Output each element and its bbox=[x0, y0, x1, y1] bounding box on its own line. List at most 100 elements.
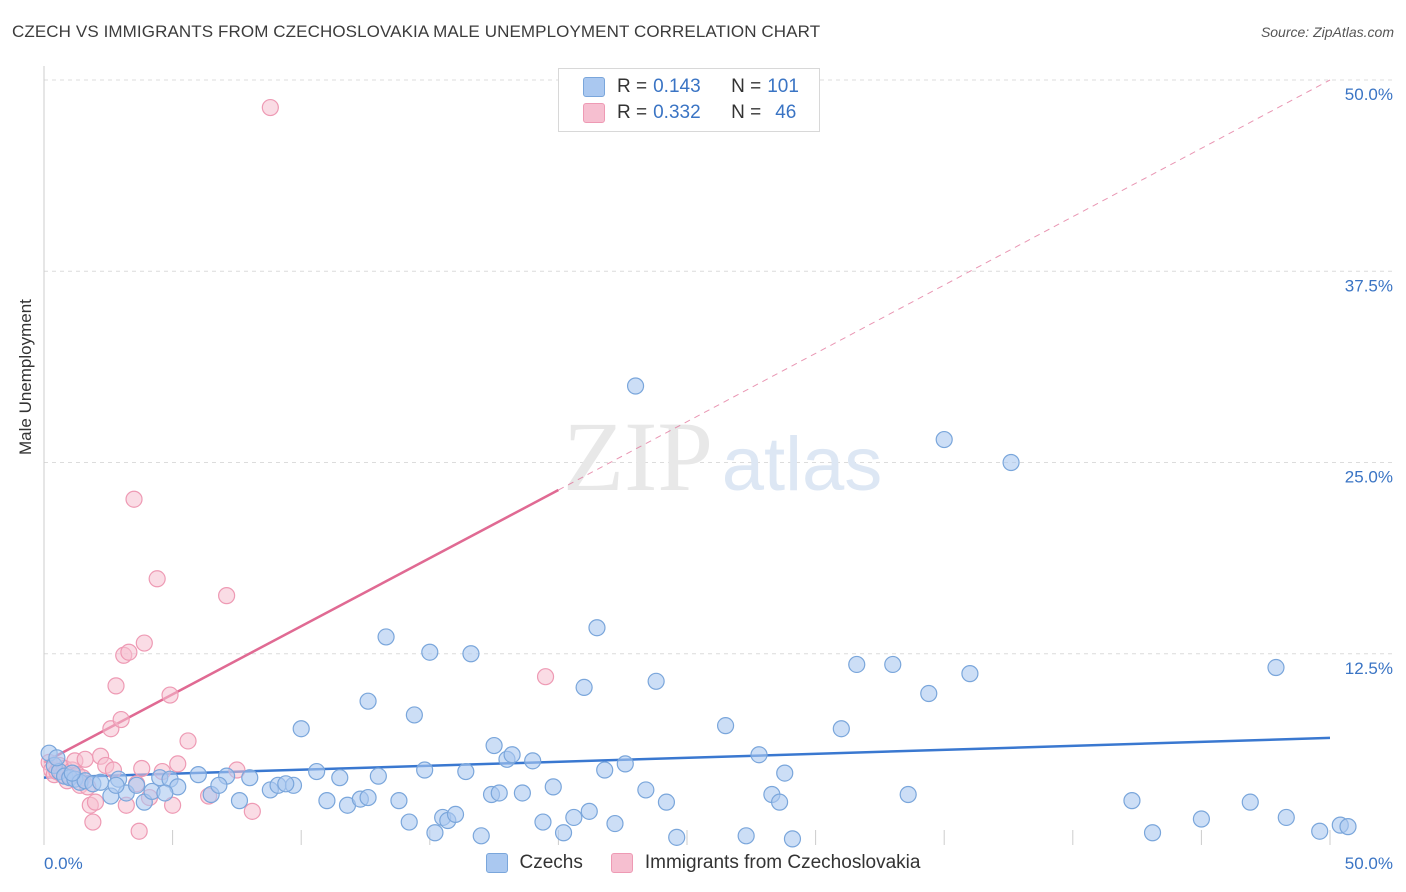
czech-point bbox=[369, 767, 387, 785]
czech-point bbox=[156, 784, 174, 802]
czech-point bbox=[524, 752, 542, 770]
czech-point bbox=[1192, 810, 1211, 828]
x-tick-label: 0.0% bbox=[44, 854, 83, 873]
czech-point bbox=[737, 827, 755, 845]
immigrants-point bbox=[120, 643, 138, 661]
czech-point bbox=[457, 762, 475, 781]
immigrants-point bbox=[169, 755, 187, 773]
czech-swatch-icon bbox=[583, 77, 605, 97]
immigrants-point bbox=[261, 98, 279, 117]
legend-label-czechs: Czechs bbox=[519, 852, 583, 873]
legend-r-value: 0.143 bbox=[653, 76, 701, 97]
czech-point bbox=[935, 430, 953, 449]
trend-lines bbox=[43, 79, 1331, 779]
czech-point bbox=[377, 628, 395, 646]
czech-point bbox=[400, 813, 418, 831]
czech-point bbox=[405, 706, 423, 724]
legend-n-label: N = bbox=[731, 102, 762, 123]
czech-point bbox=[503, 746, 521, 764]
czech-point bbox=[1143, 824, 1162, 842]
immigrants-trend-line bbox=[43, 488, 559, 764]
czech-point bbox=[668, 828, 686, 846]
immigrants-point bbox=[107, 677, 125, 695]
watermark-atlas: atlas bbox=[722, 422, 883, 507]
immigrants-point bbox=[133, 759, 151, 778]
immigrants-legend-swatch-icon bbox=[610, 853, 633, 873]
legend-item-immigrants: Immigrants from Czechoslovakia bbox=[610, 852, 921, 874]
y-tick-label: 50.0% bbox=[1345, 85, 1393, 104]
immigrants-point bbox=[112, 710, 130, 729]
immigrants-point bbox=[135, 634, 153, 652]
legend-n-value: 46 bbox=[775, 102, 797, 123]
watermark-zip: ZIP bbox=[563, 401, 713, 512]
tick-labels: 12.5% 25.0% 37.5% 50.0% 0.0% 50.0% bbox=[44, 85, 1393, 873]
czech-point bbox=[1002, 453, 1020, 472]
czech-point bbox=[331, 769, 349, 787]
czech-point bbox=[776, 764, 794, 782]
czech-point bbox=[91, 773, 110, 791]
legend-n-label: N = bbox=[731, 76, 762, 97]
czech-point bbox=[359, 788, 377, 807]
czech-point bbox=[596, 761, 614, 779]
czech-point bbox=[616, 755, 634, 773]
legend-n-value: 101 bbox=[767, 76, 799, 97]
immigrants-point bbox=[76, 750, 94, 768]
immigrants-point bbox=[179, 732, 197, 750]
immigrants-swatch-icon bbox=[583, 103, 605, 123]
legend-row-immigrants: R = 0.332 N = 46 bbox=[583, 101, 796, 125]
immigrants-point bbox=[164, 796, 182, 814]
chart-title: CZECH VS IMMIGRANTS FROM CZECHOSLOVAKIA … bbox=[12, 22, 821, 41]
legend-r-label: R = bbox=[617, 102, 648, 123]
czech-point bbox=[189, 766, 207, 784]
legend-r-value: 0.332 bbox=[653, 102, 701, 123]
czech-point bbox=[899, 785, 917, 804]
czech-point bbox=[588, 619, 606, 637]
czech-point bbox=[554, 824, 573, 842]
czech-point bbox=[277, 775, 295, 793]
y-tick-label: 12.5% bbox=[1345, 659, 1393, 678]
czech-point bbox=[657, 793, 676, 811]
immigrants-point bbox=[84, 813, 102, 831]
czech-point bbox=[1241, 793, 1259, 811]
czech-point bbox=[920, 684, 938, 703]
czech-point bbox=[48, 749, 66, 767]
immigrants-trend-extension bbox=[558, 79, 1331, 491]
czech-point bbox=[318, 792, 336, 810]
czech-point bbox=[1311, 822, 1329, 840]
czech-point bbox=[884, 655, 902, 674]
x-tick-label: 50.0% bbox=[1345, 854, 1393, 873]
immigrants-point bbox=[148, 570, 166, 588]
y-tick-label: 37.5% bbox=[1345, 276, 1393, 295]
czech-point bbox=[421, 643, 439, 661]
legend-label-immigrants: Immigrants from Czechoslovakia bbox=[644, 852, 921, 873]
immigrants-point bbox=[536, 668, 555, 686]
y-axis-label: Male Unemployment bbox=[16, 299, 35, 455]
czech-point bbox=[490, 784, 508, 802]
czech-point bbox=[359, 692, 377, 710]
czech-point bbox=[462, 645, 480, 663]
watermark: ZIP atlas bbox=[563, 401, 882, 512]
czech-point bbox=[544, 778, 562, 796]
legend-row-czechs: R = 0.143 N = 101 bbox=[583, 75, 799, 99]
czech-point bbox=[308, 762, 326, 781]
czech-point bbox=[637, 781, 655, 799]
czech-point bbox=[534, 813, 552, 831]
czech-point bbox=[783, 830, 802, 848]
czech-point bbox=[107, 776, 125, 794]
czech-point bbox=[1123, 792, 1141, 810]
czech-point bbox=[580, 802, 598, 820]
czech-point bbox=[770, 793, 789, 811]
czech-point bbox=[426, 824, 444, 842]
czech-trend-line bbox=[43, 736, 1331, 779]
y-tick-label: 25.0% bbox=[1345, 468, 1393, 487]
immigrants-point bbox=[243, 802, 261, 820]
czech-point bbox=[647, 672, 665, 690]
czech-point bbox=[416, 761, 434, 779]
immigrants-point bbox=[130, 822, 148, 840]
czech-point bbox=[626, 377, 645, 395]
grid-lines bbox=[44, 79, 1392, 655]
czech-point bbox=[292, 720, 310, 738]
correlation-legend: R = 0.143 N = 101 R = 0.332 N = 46 bbox=[558, 68, 820, 132]
czech-point bbox=[848, 655, 866, 674]
